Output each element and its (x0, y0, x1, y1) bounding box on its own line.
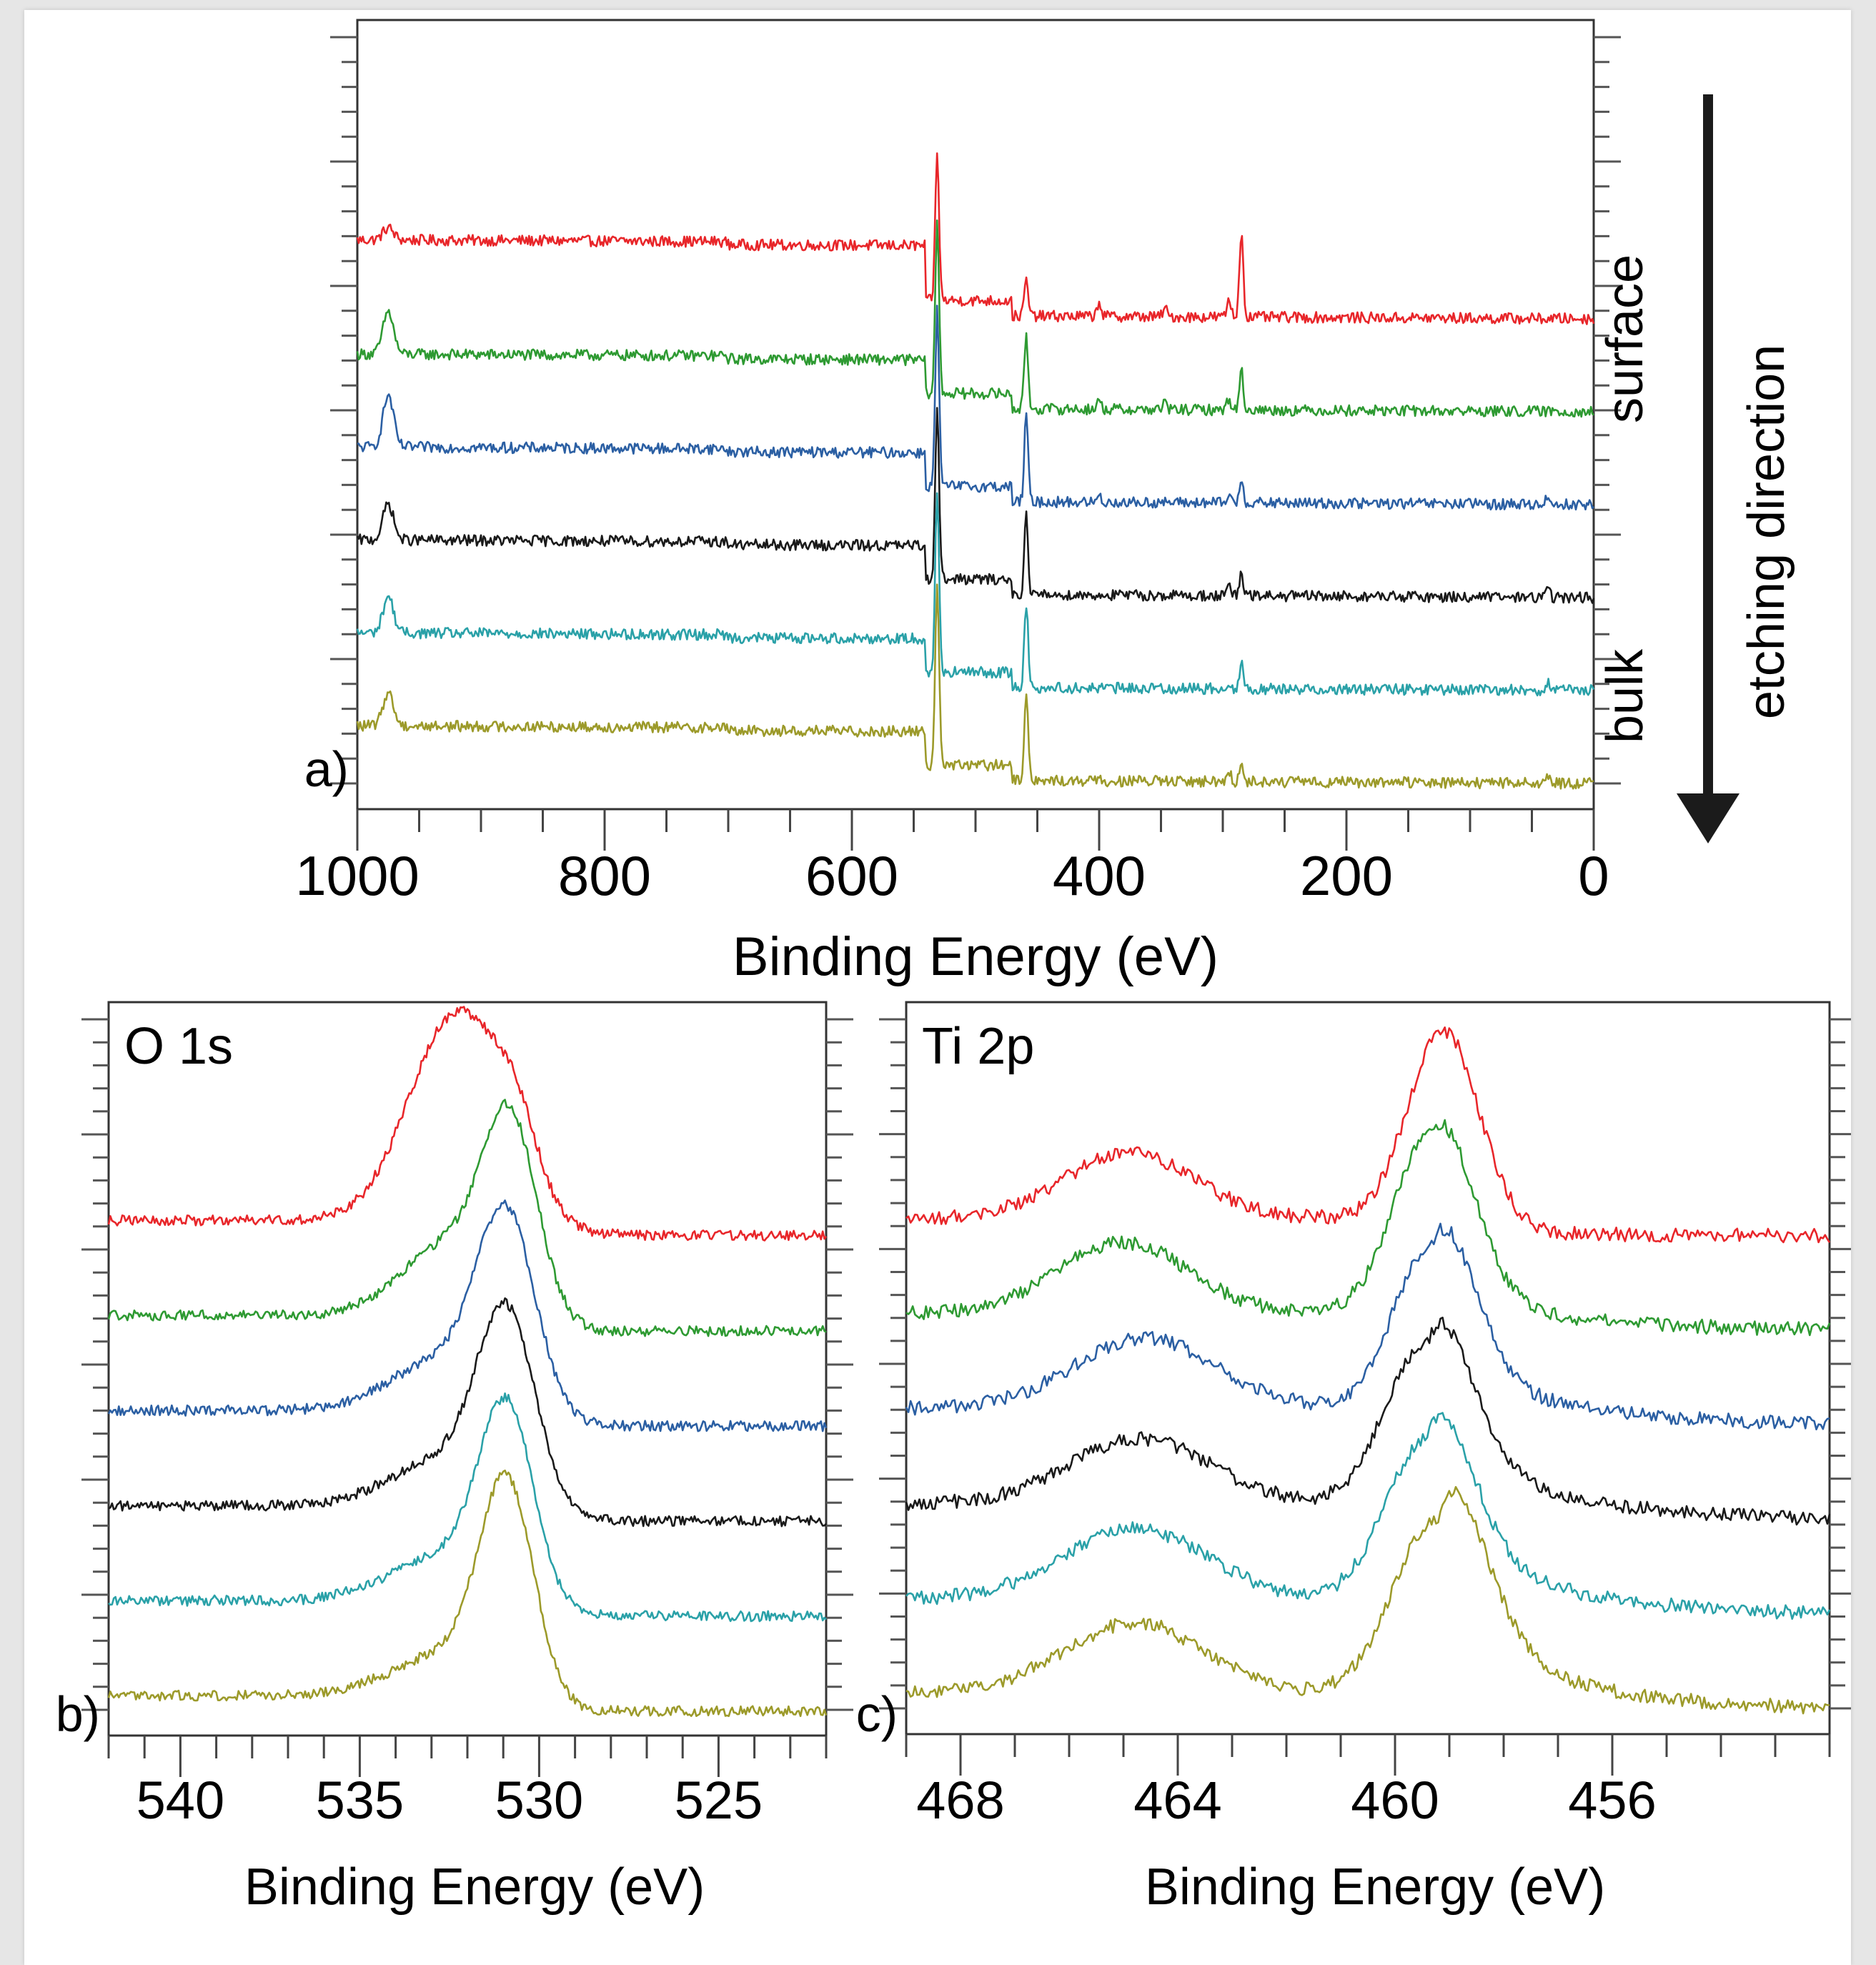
panel-a-survey: 1000 800 600 400 200 0 Binding Energy (eV) a) (295, 19, 1621, 987)
panel-c-axis-ticks (879, 1018, 1851, 1776)
spectrum-line-4 (108, 1297, 827, 1528)
spectrum-line-1 (107, 1006, 828, 1242)
panel-c-title: Ti 2p (922, 1018, 1034, 1075)
down-arrow-icon (1677, 94, 1739, 843)
spectrum-line-2 (356, 219, 1594, 418)
spectrum-line-5 (356, 492, 1595, 697)
spectrum-line-5 (108, 1392, 827, 1623)
etching-annotation: surface bulk etching direction (1597, 94, 1795, 843)
x-tick-label: 468 (916, 1771, 1004, 1830)
panel-b-title: O 1s (124, 1018, 233, 1075)
panel-b-frame (107, 1001, 828, 1737)
x-tick-label: 460 (1351, 1771, 1439, 1830)
panel-c-x-tick-labels: 468 464 460 456 (916, 1771, 1656, 1830)
spectrum-line-3 (107, 1199, 828, 1432)
x-tick-label: 456 (1568, 1771, 1656, 1830)
spectrum-line-6 (356, 583, 1594, 790)
spectrum-line-6 (107, 1469, 828, 1718)
panel-a-x-axis-label: Binding Energy (eV) (733, 926, 1219, 987)
panel-b-o1s: 540 535 530 525 O 1s Binding Energy (eV) b) (56, 1001, 853, 1916)
x-tick-label: 0 (1578, 844, 1609, 907)
panel-b-spectra (107, 1006, 828, 1718)
panel-b-x-tick-labels: 540 535 530 525 (137, 1771, 763, 1830)
x-tick-label: 800 (558, 844, 651, 907)
panel-c-label: c) (856, 1686, 898, 1742)
panel-c-ti2p: 468 464 460 456 Ti 2p Binding Energy (eV) c… (856, 1001, 1851, 1916)
spectrum-line-2 (107, 1099, 827, 1337)
spectrum-line-5 (905, 1412, 1831, 1620)
panel-a-spectra (356, 152, 1595, 790)
panel-b-axis-ticks (81, 1018, 853, 1777)
panel-c-frame (905, 1001, 1831, 1736)
xps-figure: 1000 800 600 400 200 0 Binding Energy (eV) a)… (56, 19, 1851, 1916)
x-tick-label: 200 (1300, 844, 1393, 907)
panel-a-axis-ticks (330, 36, 1621, 851)
spectrum-line-6 (905, 1485, 1830, 1715)
x-tick-label: 464 (1133, 1771, 1221, 1830)
panel-c-spectra (905, 1026, 1831, 1715)
spectrum-line-4 (356, 407, 1595, 604)
panel-c-x-axis-label: Binding Energy (eV) (1145, 1858, 1605, 1916)
figure-sheet: 1000 800 600 400 200 0 Binding Energy (eV) a)… (24, 10, 1851, 1965)
x-tick-label: 525 (675, 1771, 763, 1830)
x-tick-label: 600 (805, 844, 898, 907)
panel-b-label: b) (56, 1686, 100, 1742)
surface-label: surface (1597, 254, 1654, 423)
spectrum-line-1 (356, 152, 1595, 325)
spectrum-line-3 (905, 1222, 1830, 1430)
panel-a-label: a) (304, 741, 349, 797)
bulk-label: bulk (1597, 648, 1654, 743)
panel-a-x-tick-labels: 1000 800 600 400 200 0 (295, 844, 1609, 907)
spectrum-line-2 (905, 1119, 1831, 1337)
x-tick-label: 535 (316, 1771, 404, 1830)
spectrum-line-3 (357, 305, 1595, 511)
spectrum-line-1 (905, 1026, 1831, 1244)
etching-direction-label: etching direction (1738, 345, 1795, 719)
x-tick-label: 1000 (295, 844, 420, 907)
x-tick-label: 530 (495, 1771, 583, 1830)
x-tick-label: 400 (1053, 844, 1146, 907)
panel-b-x-axis-label: Binding Energy (eV) (244, 1858, 705, 1916)
x-tick-label: 540 (137, 1771, 224, 1830)
spectrum-line-4 (905, 1317, 1831, 1526)
